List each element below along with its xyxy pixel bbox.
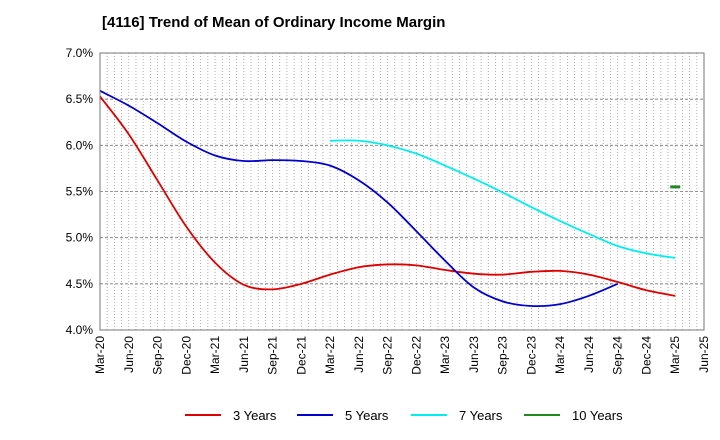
series-lines <box>99 90 681 308</box>
x-tick-label: Sep-24 <box>611 336 625 375</box>
x-tick-label: Dec-23 <box>524 336 538 375</box>
legend-swatch <box>297 414 333 416</box>
x-tick-label: Mar-22 <box>323 336 337 374</box>
x-tick-label: Jun-24 <box>582 336 596 373</box>
legend-label: 5 Years <box>345 407 389 423</box>
legend-item: 5 Years <box>297 405 388 425</box>
legend: 3 Years 5 Years 7 Years 10 Years <box>0 405 720 425</box>
x-tick-label: Sep-22 <box>381 336 395 375</box>
x-tick-label: Mar-20 <box>93 336 107 374</box>
legend-item: 3 Years <box>185 405 276 425</box>
x-tick-label: Jun-20 <box>122 336 136 373</box>
x-tick-label: Jun-25 <box>697 336 711 373</box>
legend-swatch <box>411 414 447 416</box>
x-tick-label: Dec-24 <box>639 336 653 375</box>
y-tick-label: 4.5% <box>66 277 94 291</box>
x-axis-ticks: Mar-20 Jun-20 Sep-20 Dec-20 Mar-21 Jun-21 Sep-… <box>93 336 711 375</box>
series-line-7-years <box>330 139 676 259</box>
x-tick-label: Dec-22 <box>409 336 423 375</box>
x-tick-label: Mar-24 <box>553 336 567 374</box>
series-line-5-years <box>99 90 619 308</box>
legend-item: 10 Years <box>524 405 623 425</box>
legend-label: 10 Years <box>572 407 623 423</box>
x-tick-label: Dec-20 <box>179 336 193 375</box>
legend-item: 7 Years <box>411 405 502 425</box>
x-tick-label: Mar-21 <box>208 336 222 374</box>
x-tick-label: Jun-23 <box>467 336 481 373</box>
y-tick-label: 6.0% <box>66 138 94 152</box>
x-tick-label: Dec-21 <box>294 336 308 375</box>
series-line-3-years <box>99 95 676 297</box>
y-tick-label: 5.5% <box>66 185 94 199</box>
x-tick-label: Sep-23 <box>496 336 510 375</box>
x-tick-label: Mar-23 <box>438 336 452 374</box>
x-tick-label: Sep-21 <box>266 336 280 375</box>
chart-title: [4116] Trend of Mean of Ordinary Income … <box>102 14 446 31</box>
y-tick-label: 6.5% <box>66 92 94 106</box>
x-tick-label: Sep-20 <box>151 336 165 375</box>
y-tick-label: 5.0% <box>66 231 94 245</box>
y-tick-label: 4.0% <box>66 323 94 337</box>
legend-swatch <box>185 414 221 416</box>
x-tick-label: Jun-21 <box>237 336 251 373</box>
plot-frame <box>99 52 705 331</box>
y-tick-label: 7.0% <box>66 46 94 60</box>
legend-label: 7 Years <box>459 407 503 423</box>
x-tick-label: Mar-25 <box>668 336 682 374</box>
x-tick-label: Jun-22 <box>352 336 366 373</box>
legend-label: 3 Years <box>233 407 277 423</box>
legend-swatch <box>524 414 560 416</box>
y-axis-ticks: 4.0% 4.5% 5.0% 5.5% 6.0% 6.5% 7.0% <box>66 46 94 337</box>
grid <box>100 53 704 330</box>
line-chart: 4.0% 4.5% 5.0% 5.5% 6.0% 6.5% 7.0% Mar-20 Jun-2… <box>66 46 711 375</box>
